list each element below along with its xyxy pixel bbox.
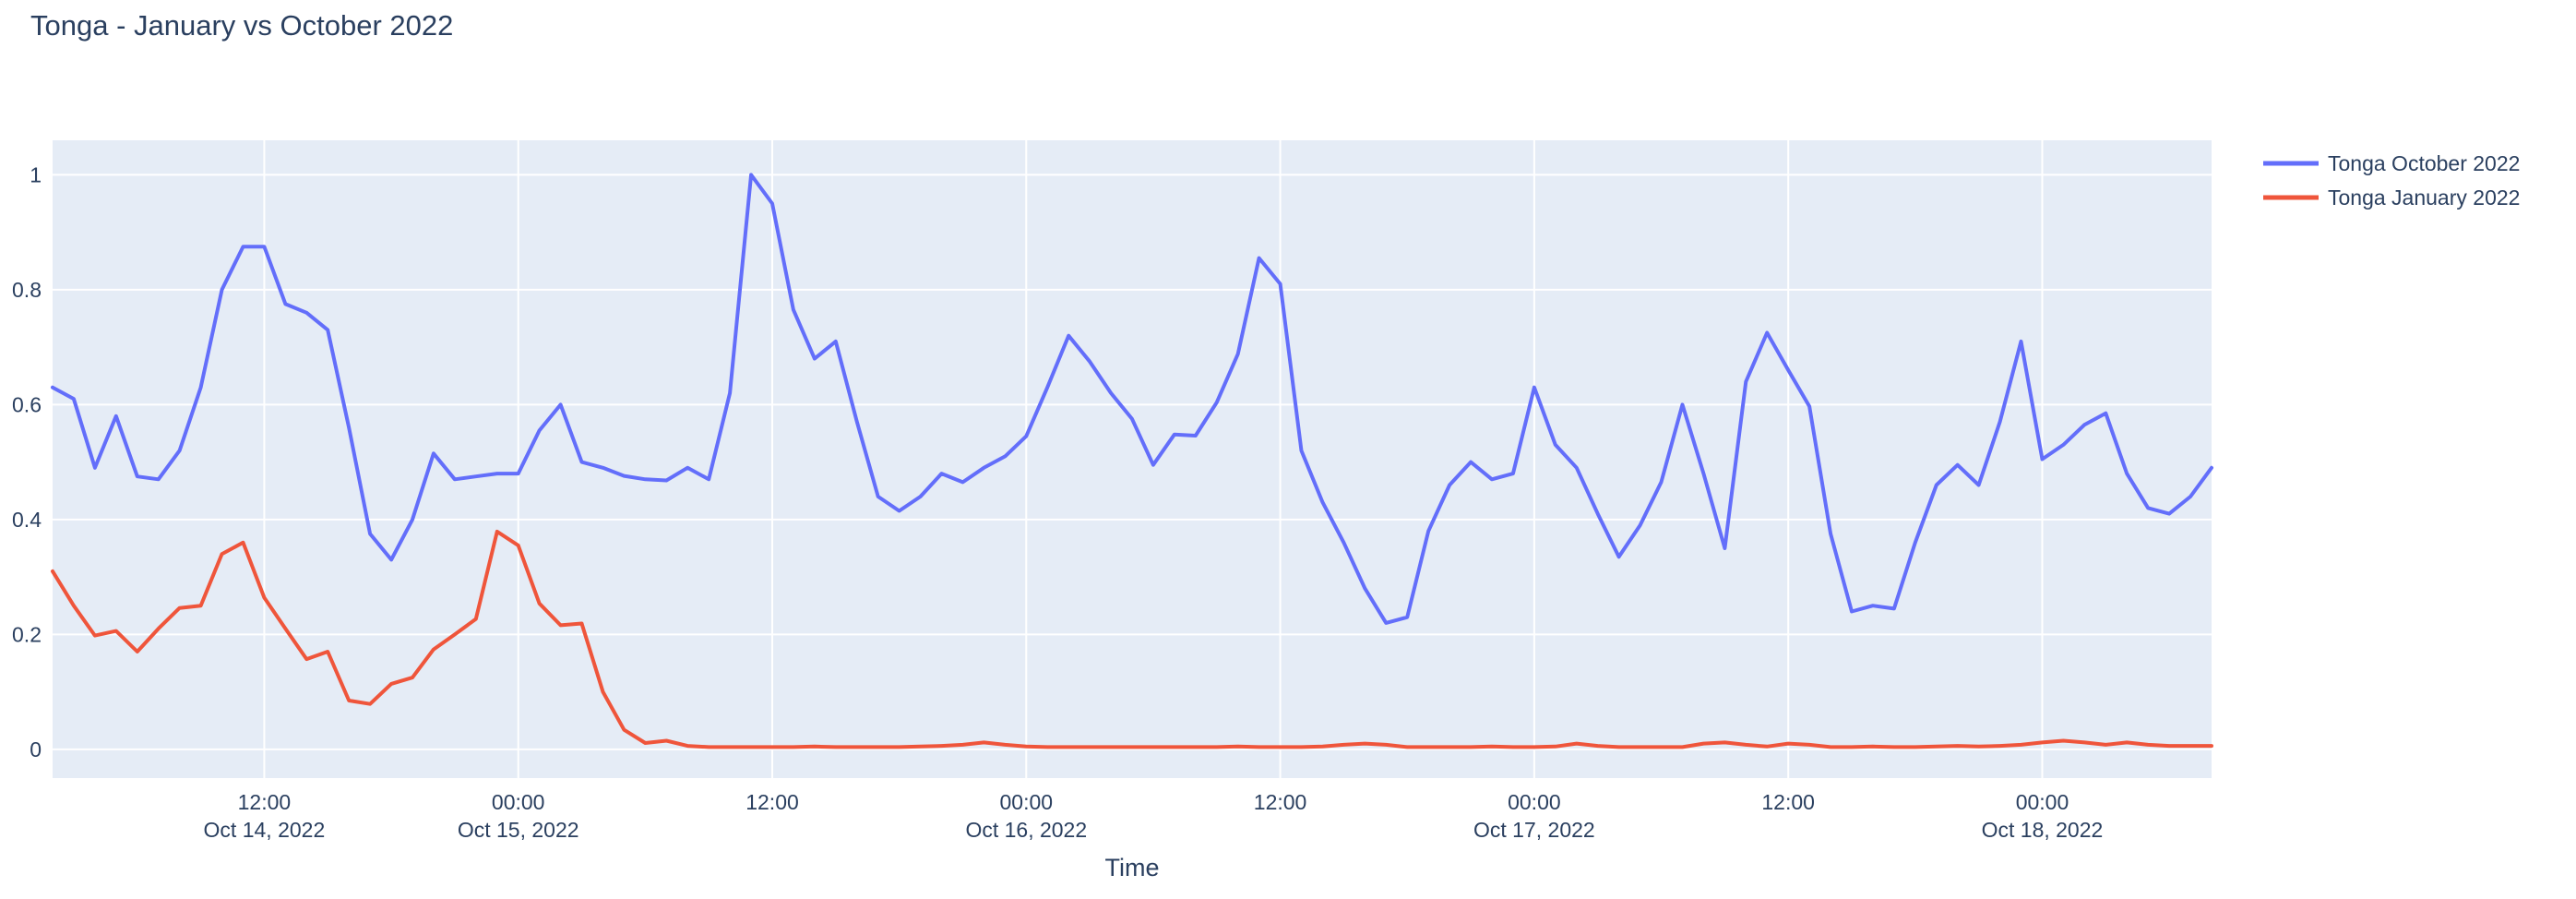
x-tick-time-label: 00:00 — [1000, 790, 1054, 814]
legend-item-tonga-october-2022[interactable]: Tonga October 2022 — [2263, 150, 2520, 177]
legend-line-swatch-october — [2263, 161, 2319, 166]
x-tick-date-label: Oct 18, 2022 — [1982, 818, 2104, 842]
y-tick-label: 0.4 — [12, 508, 42, 532]
x-tick-time-label: 00:00 — [2016, 790, 2069, 814]
x-tick-time-label: 12:00 — [745, 790, 799, 814]
series-line-tonga-january-2022[interactable] — [51, 529, 2213, 749]
x-tick-time-label: 00:00 — [492, 790, 545, 814]
legend-line-swatch-january — [2263, 195, 2319, 200]
chart-title: Tonga - January vs October 2022 — [30, 9, 454, 42]
y-tick-label: 0 — [30, 737, 42, 761]
x-tick-date-label: Oct 15, 2022 — [458, 818, 579, 842]
x-tick-time-label: 12:00 — [1761, 790, 1815, 814]
x-tick-time-label: 12:00 — [238, 790, 292, 814]
x-tick-date-label: Oct 14, 2022 — [204, 818, 326, 842]
plot-background[interactable] — [53, 140, 2212, 778]
series-line-tonga-october-2022[interactable] — [51, 173, 2213, 625]
x-tick-time-label: 00:00 — [1508, 790, 1561, 814]
x-tick-date-label: Oct 16, 2022 — [965, 818, 1087, 842]
y-tick-label: 0.6 — [12, 392, 42, 416]
legend-item-tonga-january-2022[interactable]: Tonga January 2022 — [2263, 184, 2520, 211]
legend-label-october: Tonga October 2022 — [2328, 150, 2521, 175]
y-tick-label: 0.8 — [12, 278, 42, 302]
x-tick-date-label: Oct 17, 2022 — [1473, 818, 1595, 842]
legend-label-january: Tonga January 2022 — [2328, 185, 2521, 210]
x-tick-time-label: 12:00 — [1254, 790, 1307, 814]
x-axis-title: Time — [1105, 854, 1160, 881]
legend: Tonga October 2022 Tonga January 2022 — [2263, 150, 2520, 211]
y-tick-label: 1 — [30, 162, 42, 186]
y-tick-label: 0.2 — [12, 622, 42, 646]
